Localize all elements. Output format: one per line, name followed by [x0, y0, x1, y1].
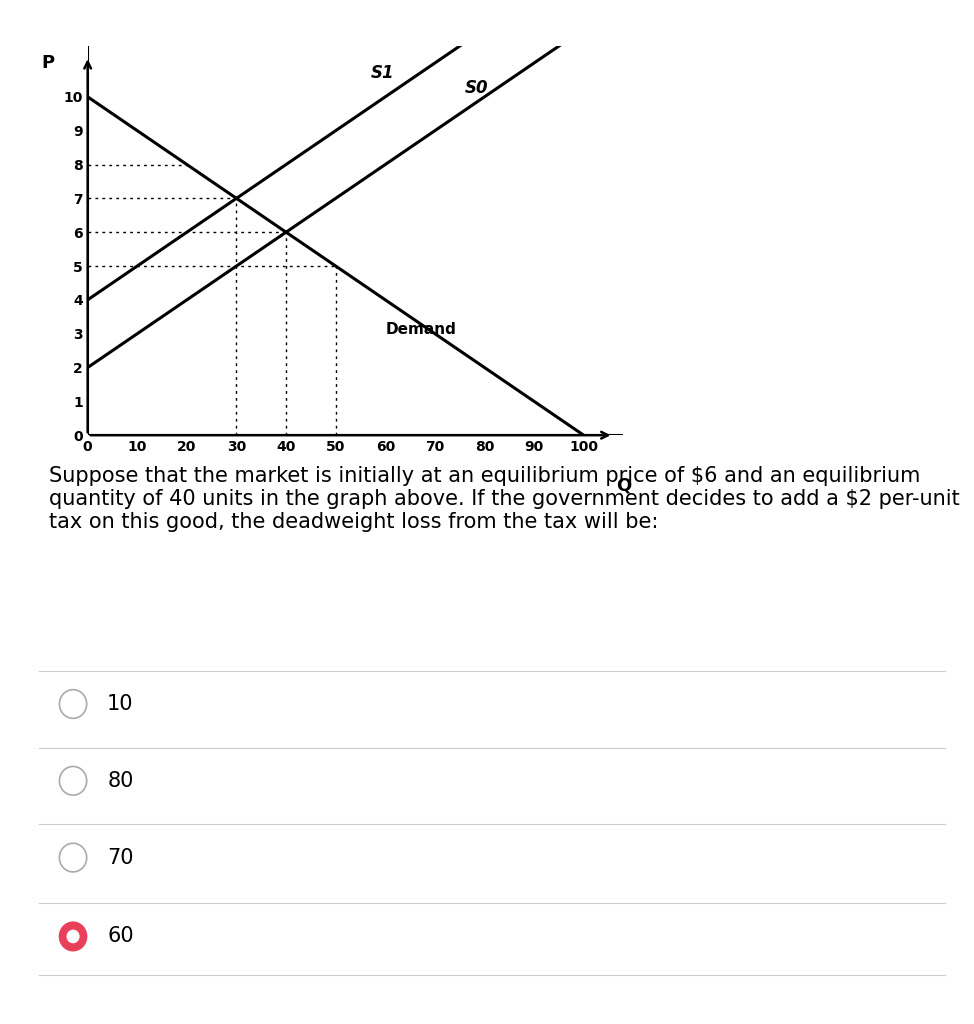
Text: P: P — [42, 54, 55, 72]
Text: Suppose that the market is initially at an equilibrium price of $6 and an equili: Suppose that the market is initially at … — [49, 466, 959, 532]
Text: Demand: Demand — [386, 322, 456, 337]
Text: Q: Q — [616, 477, 631, 495]
Text: 80: 80 — [107, 771, 133, 791]
Text: 60: 60 — [107, 927, 133, 946]
Text: S0: S0 — [465, 80, 488, 97]
Text: 70: 70 — [107, 848, 133, 867]
Text: S1: S1 — [370, 65, 394, 82]
Text: 10: 10 — [107, 694, 133, 714]
